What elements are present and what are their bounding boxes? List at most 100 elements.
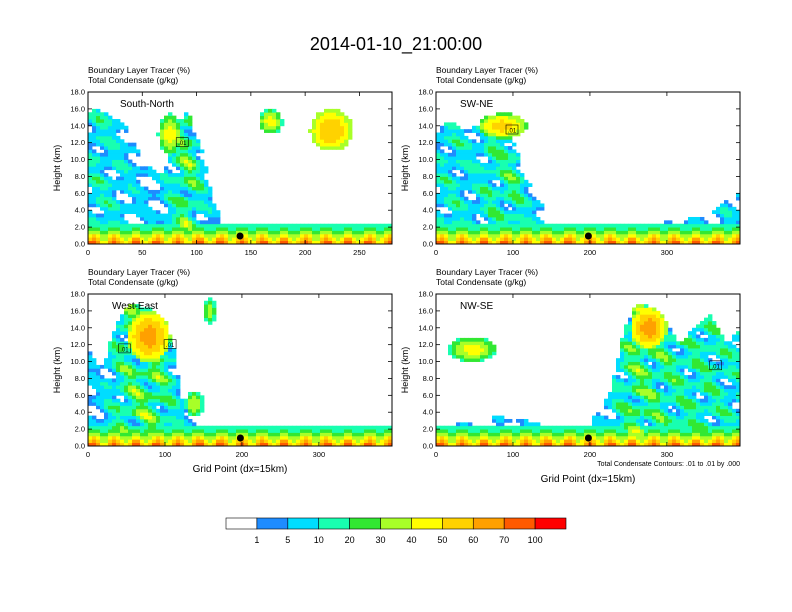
field-cell [200,166,205,171]
field-cell [628,344,633,349]
field-cell [488,115,493,120]
field-cell [208,439,213,444]
field-cell [304,227,309,231]
field-cell [136,310,141,315]
field-cell [660,351,665,356]
field-cell [540,203,545,208]
field-cell [336,233,341,238]
field-cell [324,435,329,440]
field-cell [652,412,657,416]
field-cell [188,418,193,423]
field-cell [384,240,389,244]
field-cell [164,142,169,147]
field-cell [196,193,201,198]
field-cell [144,358,149,362]
field-cell [100,166,105,171]
field-cell [132,317,137,322]
field-cell [464,233,469,238]
field-cell [176,425,181,430]
field-cell [112,210,117,214]
field-cell [512,216,517,221]
field-cell [300,429,305,433]
panel-4-field [436,304,740,446]
field-cell [652,358,657,362]
field-cell [612,230,617,235]
field-cell [552,429,557,433]
field-cell [672,354,677,359]
field-cell [212,314,217,319]
field-cell [148,344,153,349]
field-cell [192,162,197,167]
field-cell [464,169,469,174]
field-cell [452,152,457,157]
field-cell [220,442,225,446]
field-cell [712,227,717,231]
field-cell [548,425,553,430]
field-cell [704,412,709,416]
field-cell [172,146,177,150]
field-cell [144,220,149,225]
field-cell [140,351,145,356]
field-cell [136,179,141,184]
field-cell [492,351,497,356]
field-cell [116,398,121,403]
field-cell [112,439,117,444]
field-cell [168,415,173,420]
field-cell [324,108,329,113]
field-cell [516,230,521,235]
field-cell [124,240,129,244]
field-cell [696,368,701,373]
field-cell [276,439,281,444]
field-cell [632,361,637,366]
field-cell [164,233,169,238]
field-cell [168,402,173,406]
field-cell [188,223,193,228]
field-cell [664,385,669,389]
field-cell [164,146,169,150]
field-cell [668,233,673,238]
field-cell [640,307,645,312]
field-cell [464,425,469,430]
field-cell [492,139,497,144]
field-cell [148,405,153,410]
field-cell [152,189,157,194]
field-cell [648,314,653,319]
field-cell [464,156,469,160]
field-cell [644,327,649,332]
field-cell [324,223,329,228]
field-cell [480,429,485,433]
field-cell [512,159,517,164]
field-cell [288,425,293,430]
field-cell [164,341,169,346]
field-cell [348,237,353,242]
field-cell [452,351,457,356]
field-cell [648,439,653,444]
field-cell [668,395,673,400]
field-cell [164,429,169,433]
field-cell [484,129,489,133]
field-cell [636,227,641,231]
field-cell [180,418,185,423]
field-cell [172,135,177,140]
field-cell [292,432,297,437]
field-cell [496,233,501,238]
field-cell [120,240,125,244]
field-cell [652,351,657,356]
field-cell [504,122,509,127]
field-cell [544,425,549,430]
field-cell [520,240,525,244]
field-cell [160,435,165,440]
field-cell [680,240,685,244]
field-cell [716,227,721,231]
field-cell [344,237,349,242]
field-cell [528,429,533,433]
field-cell [724,220,729,225]
field-cell [324,432,329,437]
field-cell [508,183,513,187]
field-cell [116,327,121,332]
field-cell [716,237,721,242]
field-cell [88,162,93,167]
field-cell [272,237,277,242]
field-cell [172,354,177,359]
field-cell [172,385,177,389]
